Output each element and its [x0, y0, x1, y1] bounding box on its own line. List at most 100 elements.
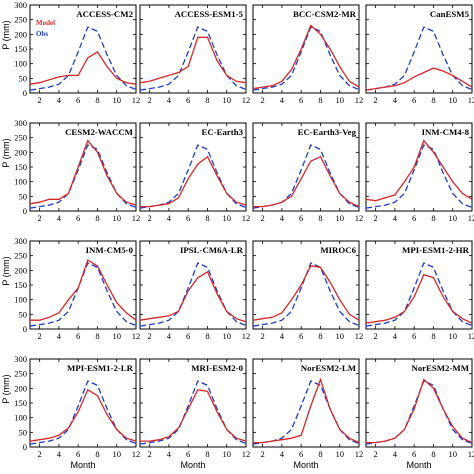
model-series-line [140, 155, 247, 208]
x-tick-label: 8 [205, 95, 209, 105]
x-tick-label: 4 [393, 331, 398, 341]
panel-title: MRI-ESM2-0 [191, 363, 243, 373]
x-tick-label: 2 [261, 331, 265, 341]
x-tick-label: 2 [148, 95, 152, 105]
chart-panel: 2 4 6 8 10 12 EC-Earth3 [139, 122, 251, 223]
obs-series-line [139, 144, 247, 209]
obs-series-line [139, 262, 247, 327]
x-tick-label: 8 [95, 95, 99, 105]
panel-title: IPSL-CM6A-LR [180, 245, 244, 255]
obs-series-line [139, 380, 247, 445]
panel-title: MIROC6 [320, 245, 356, 255]
panel-title: INM-CM4-8 [422, 127, 470, 137]
x-tick-label: 4 [167, 95, 172, 105]
model-series-line [139, 36, 247, 84]
y-axis-label: P (mm) [1, 256, 11, 285]
x-tick-label: 6 [412, 95, 416, 105]
x-tick-label: 6 [299, 213, 303, 223]
x-tick-label: 8 [431, 331, 435, 341]
x-tick-label: 4 [167, 331, 172, 341]
x-tick-label: 4 [280, 449, 285, 459]
x-tick-label: 8 [431, 95, 435, 105]
y-tick-label: 250 [14, 369, 27, 379]
x-tick-label: 10 [448, 331, 457, 341]
y-tick-label: 300 [14, 354, 27, 364]
y-tick-label: 250 [14, 133, 27, 143]
model-series-line [252, 24, 360, 90]
x-tick-label: 6 [76, 213, 80, 223]
x-tick-label: 10 [335, 95, 344, 105]
y-tick-label: 0 [23, 442, 27, 452]
chart-panel: 2 4 6 8 10 12 MPI-ESM1-2-HR [365, 240, 474, 341]
obs-series-line [29, 26, 137, 91]
chart-panel: 2 4 6 8 10 12 0 50 100 150 200 250 300 INM-CM5-0 P (mm… [1, 236, 140, 341]
x-tick-label: 10 [335, 331, 344, 341]
y-axis-label: P (mm) [1, 374, 11, 403]
panel-title: MPI-ESM1-2-HR [402, 245, 470, 255]
panel-title: NorESM2-MM [411, 363, 469, 373]
y-tick-label: 300 [14, 118, 27, 128]
x-tick-label: 8 [431, 213, 435, 223]
x-tick-label: 6 [186, 449, 190, 459]
obs-series-line [252, 26, 360, 91]
x-tick-label: 4 [167, 449, 172, 459]
x-tick-label: 12 [242, 213, 251, 223]
y-tick-label: 100 [14, 177, 27, 187]
obs-series-line [365, 144, 473, 209]
x-tick-label: 4 [57, 449, 62, 459]
y-tick-label: 100 [14, 295, 27, 305]
x-tick-label: 12 [242, 95, 251, 105]
x-tick-label: 8 [95, 213, 99, 223]
model-series-line [365, 273, 473, 324]
x-tick-label: 10 [112, 331, 121, 341]
y-tick-label: 100 [14, 59, 27, 69]
obs-series-line [252, 144, 360, 209]
x-tick-label: 2 [374, 95, 378, 105]
x-tick-label: 8 [318, 449, 322, 459]
x-tick-label: 6 [412, 331, 416, 341]
model-series-line [253, 377, 360, 444]
panel-title: CanESM5 [430, 9, 470, 19]
y-axis-label: P (mm) [1, 20, 11, 49]
x-tick-label: 12 [468, 449, 474, 459]
x-tick-label: 10 [448, 213, 457, 223]
chart-panel: 2 4 6 8 10 12 0 50 100 150 200 250 300 CESM2-WACCM P (… [1, 118, 140, 223]
x-tick-label: 10 [222, 213, 231, 223]
y-tick-label: 200 [14, 383, 27, 393]
x-tick-label: 6 [186, 331, 190, 341]
panel-title: ACCESS-ESM1-5 [175, 9, 244, 19]
y-tick-label: 0 [23, 206, 27, 216]
x-tick-label: 4 [167, 213, 172, 223]
x-tick-label: 8 [318, 331, 322, 341]
model-series-line [365, 139, 473, 202]
x-tick-label: 6 [186, 95, 190, 105]
y-tick-label: 50 [19, 191, 28, 201]
model-series-line [29, 388, 137, 442]
y-tick-label: 50 [19, 427, 28, 437]
x-tick-label: 10 [222, 449, 231, 459]
x-tick-label: 8 [205, 449, 209, 459]
panel-title: INM-CM5-0 [86, 245, 134, 255]
model-series-line [365, 67, 473, 91]
x-tick-label: 12 [468, 331, 474, 341]
y-tick-label: 200 [14, 147, 27, 157]
chart-panel: 2 4 6 8 10 12 NorESM2-MM Month [365, 358, 474, 470]
chart-panel: 2 4 6 8 10 12 INM-CM4-8 [365, 122, 474, 223]
x-tick-label: 8 [431, 449, 435, 459]
y-tick-label: 200 [14, 29, 27, 39]
x-tick-label: 6 [412, 449, 416, 459]
x-tick-label: 8 [318, 213, 322, 223]
x-tick-label: 12 [468, 95, 474, 105]
x-tick-label: 8 [95, 449, 99, 459]
x-tick-label: 12 [355, 95, 364, 105]
y-tick-label: 250 [14, 251, 27, 261]
x-tick-label: 10 [448, 449, 457, 459]
y-tick-label: 150 [14, 44, 27, 54]
y-tick-label: 0 [23, 88, 27, 98]
x-tick-label: 6 [76, 95, 80, 105]
x-tick-label: 12 [132, 331, 141, 341]
y-tick-label: 50 [19, 73, 28, 83]
panel-title: NorESM2-LM [301, 363, 357, 373]
x-tick-label: 2 [148, 331, 152, 341]
x-tick-label: 6 [186, 213, 190, 223]
